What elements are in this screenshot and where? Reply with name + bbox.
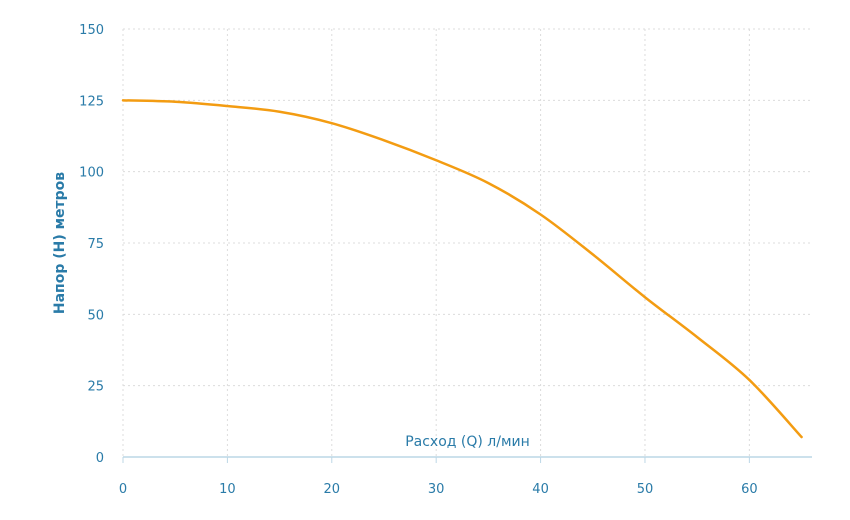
x-tick-label: 50 [637, 482, 654, 497]
series-layer [121, 99, 803, 439]
y-tick-label: 125 [79, 94, 104, 109]
tick-labels: 0 25 50 75 100 125 150 0 10 20 30 40 50 60 [79, 23, 757, 497]
y-tick-label: 0 [96, 451, 104, 466]
y-tick-label: 75 [87, 237, 104, 252]
x-tick-label: 60 [741, 482, 758, 497]
series-line [121, 99, 803, 439]
y-axis-title: Напор (H) метров [52, 172, 68, 314]
x-tick-label: 20 [324, 482, 341, 497]
x-axis-title: Расход (Q) л/мин [405, 434, 530, 450]
grid [122, 28, 812, 457]
x-tick-label: 30 [428, 482, 445, 497]
axes [122, 456, 812, 463]
y-tick-label: 50 [87, 308, 104, 323]
y-tick-label: 100 [79, 166, 104, 181]
y-tick-label: 150 [79, 23, 104, 38]
y-tick-label: 25 [87, 380, 104, 395]
x-tick-label: 0 [119, 482, 127, 497]
x-tick-label: 10 [219, 482, 236, 497]
x-tick-label: 40 [532, 482, 549, 497]
